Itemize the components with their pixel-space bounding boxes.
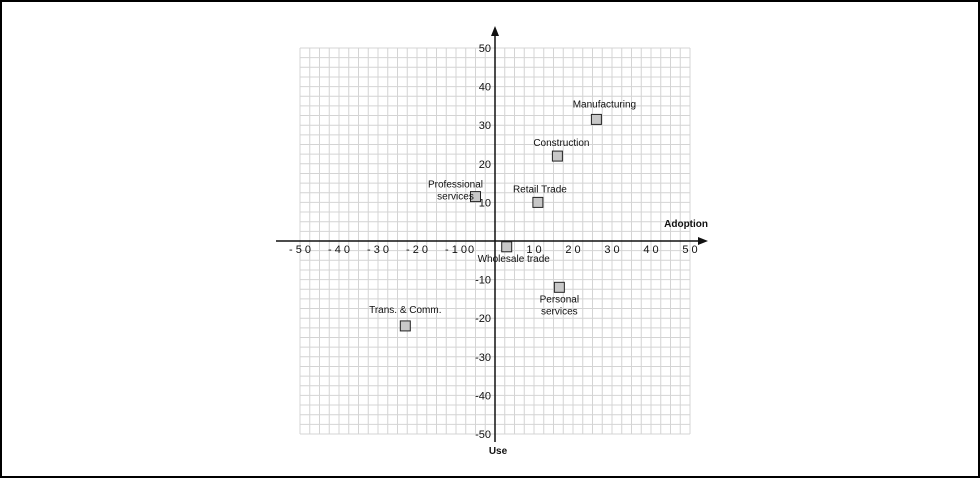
x-tick-label: - 4 0	[328, 244, 350, 256]
y-tick-label: -20	[475, 313, 491, 325]
data-point-marker	[501, 241, 513, 253]
data-point-marker	[551, 150, 563, 162]
x-tick-label: - 1 0	[445, 244, 467, 256]
data-point-label: Construction	[533, 138, 589, 149]
data-point-marker	[470, 191, 481, 203]
data-point-marker	[553, 281, 565, 293]
data-point-marker	[590, 113, 602, 125]
y-tick-label: 10	[479, 197, 491, 209]
x-tick-label: 2 0	[565, 244, 580, 256]
data-point-label: Wholesale trade	[478, 254, 551, 265]
data-point-label: Manufacturing	[573, 99, 636, 110]
x-tick-label: 5 0	[682, 244, 697, 256]
y-tick-label: 30	[479, 120, 491, 132]
data-point-label: Retail Trade	[513, 184, 567, 195]
y-tick-label: 20	[479, 159, 491, 171]
y-axis-title: Use	[489, 446, 508, 457]
x-axis-arrow	[698, 237, 708, 245]
x-tick-label: - 2 0	[406, 244, 428, 256]
data-point-marker	[532, 196, 544, 208]
y-axis-arrow	[491, 26, 499, 36]
y-tick-label: -30	[475, 352, 491, 364]
data-point-label: Trans. & Comm.	[369, 305, 441, 316]
x-tick-label: 3 0	[604, 244, 619, 256]
data-point-marker	[399, 320, 411, 332]
y-tick-label: -50	[475, 429, 491, 441]
x-axis-title: Adoption	[664, 219, 708, 230]
y-tick-label: -40	[475, 390, 491, 402]
x-tick-label: 0	[468, 244, 474, 256]
y-tick-label: -10	[475, 275, 491, 287]
chart-axes: Adoption Use	[276, 26, 708, 457]
x-tick-label: - 3 0	[367, 244, 389, 256]
data-point-label: Personal services	[540, 294, 579, 317]
x-tick-label: 1 0	[526, 244, 541, 256]
y-tick-label: 40	[479, 82, 491, 94]
data-points: Manufacturing Construction Retail Trade Pro…	[369, 99, 636, 332]
x-tick-label: 4 0	[643, 244, 658, 256]
x-tick-label: - 5 0	[289, 244, 311, 256]
data-point-label: Professional services	[428, 180, 483, 203]
y-tick-label: 50	[479, 43, 491, 55]
